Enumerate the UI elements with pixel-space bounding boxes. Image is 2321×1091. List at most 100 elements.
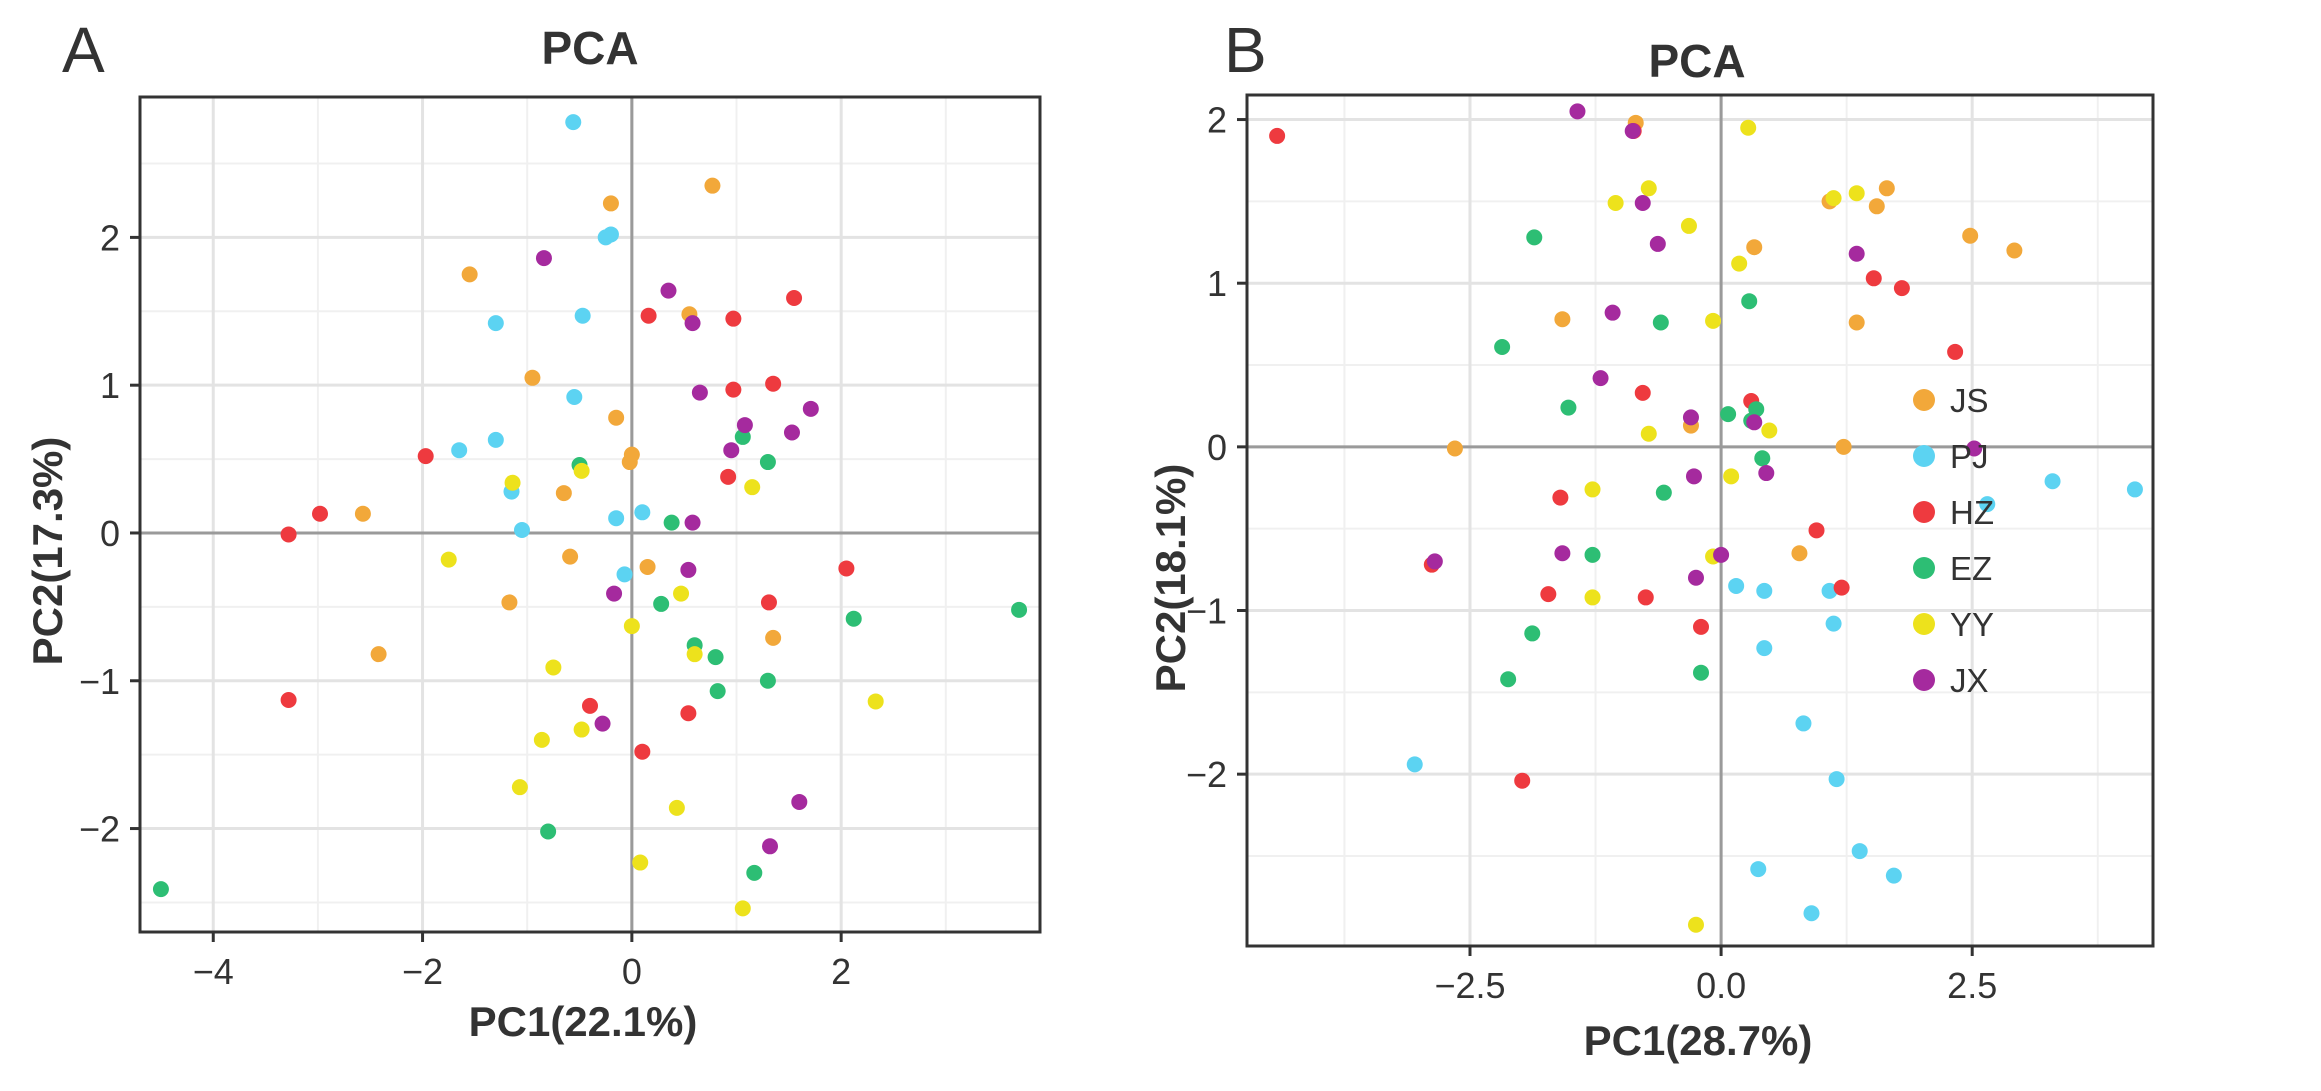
panel-a-y-tick-label: 0 bbox=[100, 513, 120, 554]
panel-a-point-js bbox=[555, 485, 572, 502]
panel-b-point-js bbox=[1791, 545, 1808, 562]
legend-swatch-yy bbox=[1913, 613, 1935, 635]
panel-b-point-yy bbox=[1640, 425, 1657, 442]
panel-b-point-jx bbox=[1426, 553, 1443, 570]
panel-a-y-tick-label: 2 bbox=[100, 217, 120, 258]
panel-b-point-ez bbox=[1524, 625, 1541, 642]
panel-b-y-tick-label: 0 bbox=[1207, 427, 1227, 468]
panel-b-plot-area: −2.5 0.0 2.5 −2 −1 0 1 2 bbox=[1186, 93, 2155, 1006]
panel-a-point-jx bbox=[691, 384, 708, 401]
panel-a-point-hz bbox=[680, 705, 697, 722]
panel-a-point-hz bbox=[280, 526, 297, 543]
panel-b-point-hz bbox=[1634, 384, 1651, 401]
panel-a-point-jx bbox=[791, 793, 808, 810]
panel-a-point-jx bbox=[736, 417, 753, 434]
panel-a-point-jx bbox=[684, 514, 701, 531]
panel-b-point-jx bbox=[1649, 235, 1666, 252]
panel-a-point-ez bbox=[663, 514, 680, 531]
panel-b-point-jx bbox=[1713, 546, 1730, 563]
panel-a-point-js bbox=[370, 646, 387, 663]
panel-b-point-js bbox=[1554, 311, 1571, 328]
panel-a-point-hz bbox=[640, 307, 657, 324]
panel-b-point-ez bbox=[1720, 406, 1737, 423]
panel-b-point-yy bbox=[1687, 916, 1704, 933]
panel-b-point-js bbox=[1446, 440, 1463, 457]
panel-a-point-pj bbox=[616, 566, 633, 583]
panel-a-point-pj bbox=[487, 315, 504, 332]
panel-b-point-jx bbox=[1592, 370, 1609, 387]
legend-swatch-ez bbox=[1913, 557, 1935, 579]
panel-a-point-ez bbox=[759, 672, 776, 689]
panel-b-point-pj bbox=[1828, 771, 1845, 788]
panel-b-y-tick-label: 2 bbox=[1207, 100, 1227, 141]
panel-b-point-jx bbox=[1848, 245, 1865, 262]
panel-b-point-hz bbox=[1893, 280, 1910, 297]
panel-b-x-axis-label: PC1(28.7%) bbox=[1584, 1017, 1813, 1064]
legend-label-pj: PJ bbox=[1950, 438, 1989, 475]
panel-a-point-jx bbox=[723, 442, 740, 459]
legend-label-ez: EZ bbox=[1950, 550, 1992, 587]
panel-a-point-pj bbox=[513, 522, 530, 539]
panel-b-point-hz bbox=[1269, 127, 1286, 144]
panel-b-point-hz bbox=[1865, 270, 1882, 287]
panel-b-point-jx bbox=[1569, 103, 1586, 120]
panel-b-point-jx bbox=[1682, 409, 1699, 426]
panel-a: A PCA PC1(22.1%) PC2(17.3%) −4 −2 0 2 −2 −1 0 1… bbox=[24, 14, 1042, 1045]
panel-b-point-jx bbox=[1624, 123, 1641, 140]
panel-b-x-tick-label: 0.0 bbox=[1696, 965, 1746, 1006]
panel-a-point-hz bbox=[725, 381, 742, 398]
panel-b-point-yy bbox=[1705, 312, 1722, 329]
panel-a-point-yy bbox=[511, 779, 528, 796]
panel-a-point-ez bbox=[845, 610, 862, 627]
panel-b-point-yy bbox=[1607, 195, 1624, 212]
panel-a-x-axis-label: PC1(22.1%) bbox=[469, 998, 698, 1045]
panel-a-point-ez bbox=[1011, 601, 1028, 618]
panel-a-point-jx bbox=[680, 561, 697, 578]
panel-b-point-pj bbox=[1795, 715, 1812, 732]
panel-a-title: PCA bbox=[541, 22, 638, 74]
panel-a-point-jx bbox=[684, 315, 701, 332]
panel-b-point-js bbox=[1746, 239, 1763, 256]
panel-b-point-jx bbox=[1687, 569, 1704, 586]
panel-b-point-hz bbox=[1552, 489, 1569, 506]
panel-b-point-pj bbox=[1803, 905, 1820, 922]
panel-b-point-js bbox=[1868, 198, 1885, 215]
panel-b-point-pj bbox=[1756, 640, 1773, 657]
panel-b-point-pj bbox=[1406, 756, 1423, 773]
panel-letter-b: B bbox=[1224, 14, 1267, 86]
legend-swatch-pj bbox=[1913, 445, 1935, 467]
panel-b-point-js bbox=[1835, 438, 1852, 455]
panel-a-point-yy bbox=[867, 693, 884, 710]
panel-b-point-yy bbox=[1825, 190, 1842, 207]
panel-b-point-jx bbox=[1685, 468, 1702, 485]
panel-b-point-jx bbox=[1758, 465, 1775, 482]
panel-a-y-tick-label: −2 bbox=[79, 809, 120, 850]
panel-a-point-hz bbox=[280, 691, 297, 708]
panel-b-point-pj bbox=[1728, 577, 1745, 594]
panel-a-point-hz bbox=[838, 560, 855, 577]
panel-a-point-pj bbox=[451, 442, 468, 459]
panel-b-point-pj bbox=[2126, 481, 2143, 498]
panel-b-point-ez bbox=[1655, 484, 1672, 501]
panel-b-point-jx bbox=[1746, 414, 1763, 431]
panel-a-point-yy bbox=[573, 462, 590, 479]
panel-a-point-jx bbox=[606, 585, 623, 602]
panel-a-point-pj bbox=[634, 504, 651, 521]
panel-b-y-tick-label: −1 bbox=[1186, 591, 1227, 632]
panel-b-point-pj bbox=[1979, 496, 1996, 513]
panel-b-point-js bbox=[2006, 242, 2023, 259]
panel-a-point-ez bbox=[759, 454, 776, 471]
panel-a-point-ez bbox=[540, 823, 557, 840]
legend-label-js: JS bbox=[1950, 382, 1989, 419]
panel-b-point-ez bbox=[1500, 671, 1517, 688]
panel-a-x-tick-label: −4 bbox=[193, 951, 234, 992]
panel-b-point-yy bbox=[1680, 217, 1697, 234]
panel-b-point-hz bbox=[1514, 772, 1531, 789]
panel-b-title: PCA bbox=[1648, 35, 1745, 87]
panel-a-point-hz bbox=[765, 375, 782, 392]
panel-b-point-js bbox=[1878, 180, 1895, 197]
panel-b-point-hz bbox=[1833, 579, 1850, 596]
panel-a-point-js bbox=[639, 558, 656, 575]
panel-b-point-ez bbox=[1693, 664, 1710, 681]
panel-b-y-axis-label: PC2(18.1%) bbox=[1147, 464, 1194, 693]
